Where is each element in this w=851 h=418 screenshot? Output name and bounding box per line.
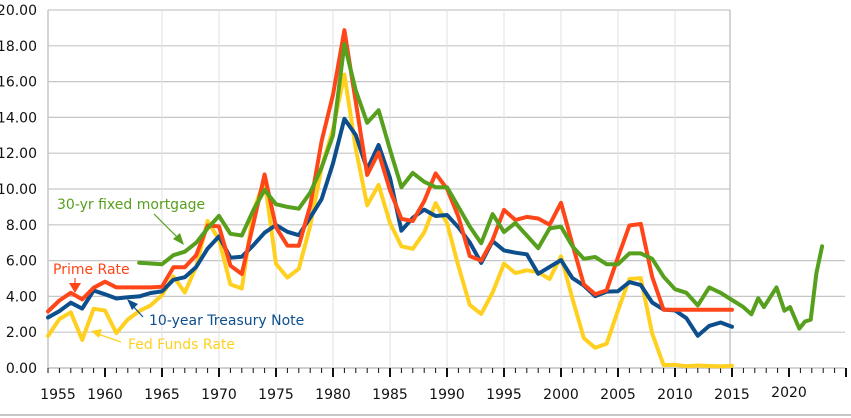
y-tick-label: 12.00 — [0, 146, 37, 162]
y-tick-label: 2.00 — [6, 325, 37, 341]
series-lines — [46, 28, 825, 369]
y-tick-label: 0.00 — [6, 361, 37, 377]
annotation-fedfunds: Fed Funds Rate — [128, 337, 235, 353]
x-tick-label: 1965 — [144, 387, 180, 403]
x-tick-label: 1970 — [201, 387, 237, 403]
x-tick-label: 2010 — [657, 387, 693, 403]
arrow-fedfunds — [97, 333, 122, 343]
arrowhead-treasury-icon — [127, 299, 138, 310]
y-axis-tick-labels: 0.00 2.00 4.00 6.00 8.00 10.00 12.00 14.00 16.00… — [0, 3, 37, 377]
y-tick-label: 14.00 — [0, 110, 37, 126]
x-tick-label: 1980 — [315, 387, 351, 403]
x-tick-label: 2015 — [714, 387, 750, 403]
series-line-prime-rate — [46, 28, 734, 314]
x-axis: 1955 1960 1965 1970 1975 1980 1985 1990 1995 2000… — [40, 367, 847, 403]
x-tick-label: 2005 — [600, 387, 636, 403]
arrowhead-mortgage-icon — [173, 233, 184, 245]
x-tick-label: 1995 — [486, 387, 522, 403]
annotation-prime: Prime Rate — [53, 262, 130, 278]
y-tick-label: 16.00 — [0, 75, 37, 91]
y-tick-label: 18.00 — [0, 39, 37, 55]
series-line-30-yr-fixed-mortgage — [137, 42, 825, 331]
x-tick-label: 2020 — [771, 385, 807, 401]
arrowhead-prime-icon — [69, 283, 81, 293]
annotations: 30-yr fixed mortgage Prime Rate 10-year … — [53, 197, 304, 353]
annotation-mortgage: 30-yr fixed mortgage — [57, 197, 205, 213]
y-tick-label: 10.00 — [0, 182, 37, 198]
series-line-10-year-treasury-note — [46, 116, 734, 338]
x-tick-label: 1960 — [87, 387, 123, 403]
y-tick-label: 4.00 — [6, 289, 37, 305]
y-tick-label: 8.00 — [6, 218, 37, 234]
x-tick-label: 1975 — [258, 387, 294, 403]
x-tick-label: 1990 — [429, 387, 465, 403]
y-tick-label: 20.00 — [0, 3, 37, 19]
x-tick-label: 1955 — [40, 387, 76, 403]
y-tick-label: 6.00 — [6, 254, 37, 270]
x-tick-label: 2000 — [543, 387, 579, 403]
x-tick-label: 1985 — [372, 387, 408, 403]
annotation-treasury: 10-year Treasury Note — [149, 313, 304, 329]
arrowhead-fedfunds-icon — [91, 329, 102, 338]
series-line-fed-funds-rate — [46, 72, 734, 369]
